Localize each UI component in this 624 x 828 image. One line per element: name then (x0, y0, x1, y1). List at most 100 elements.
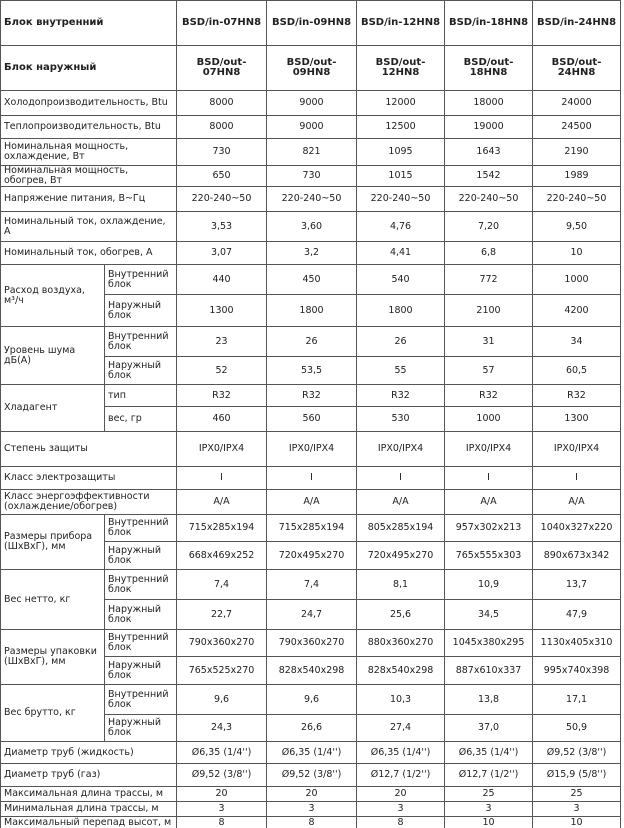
cell-value: 1300 (532, 406, 622, 432)
cell-value: 20 (176, 786, 268, 802)
cell-value: 17,1 (532, 684, 622, 715)
row-label: Вес нетто, кг (0, 569, 105, 630)
cell-value: 530 (356, 406, 446, 432)
cell-value: 450 (266, 264, 358, 295)
cell-value: I (356, 466, 446, 490)
model-name: BSD/out-12HN8 (356, 45, 446, 91)
sub-label: Внутренний блок (103, 264, 178, 295)
cell-value: 3 (532, 801, 622, 817)
cell-value: 790x360x270 (266, 629, 358, 657)
cell-value: 9,6 (176, 684, 268, 715)
cell-value: Ø9,52 (3/8'') (266, 763, 358, 787)
cell-value: 887x610x337 (444, 656, 534, 685)
cell-value: IPX0/IPX4 (176, 431, 268, 467)
cell-value: I (532, 466, 622, 490)
cell-value: A/A (444, 489, 534, 515)
cell-value: 13,7 (532, 569, 622, 600)
cell-value: 1130x405x310 (532, 629, 622, 657)
cell-value: 27,4 (356, 714, 446, 742)
cell-value: 715x285x194 (176, 514, 268, 542)
sub-label: Наружный блок (103, 656, 178, 685)
cell-value: I (444, 466, 534, 490)
cell-value: 25,6 (356, 599, 446, 630)
cell-value: 1000 (444, 406, 534, 432)
cell-value: 995x740x398 (532, 656, 622, 685)
cell-value: 12000 (356, 90, 446, 116)
table-row: Диаметр труб (газ) Ø9,52 (3/8'') Ø9,52 (3/… (0, 763, 622, 787)
row-label: Уровень шума дБ(А) (0, 326, 105, 385)
cell-value: 765x525x270 (176, 656, 268, 685)
cell-value: 18000 (444, 90, 534, 116)
row-label: Номинальная мощность, охлаждение, Вт (0, 138, 178, 166)
sub-label: Наружный блок (103, 294, 178, 327)
cell-value: 9,6 (266, 684, 358, 715)
cell-value: 730 (176, 138, 268, 166)
cell-value: Ø12,7 (1/2'') (356, 763, 446, 787)
cell-value: 10 (532, 816, 622, 828)
table-row: Наружный блок 668x469x252 720x495x270 720x4… (1, 541, 622, 570)
cell-value: 772 (444, 264, 534, 295)
row-label: Теплопроизводительность, Btu (0, 115, 178, 139)
model-name: BSD/in-07HN8 (176, 0, 268, 46)
cell-value: 2100 (444, 294, 534, 327)
row-label: Степень защиты (0, 431, 178, 467)
cell-value: 790x360x270 (176, 629, 268, 657)
cell-value: 440 (176, 264, 268, 295)
cell-value: 4200 (532, 294, 622, 327)
cell-value: 52 (176, 356, 268, 385)
cell-value: 60,5 (532, 356, 622, 385)
model-name: BSD/in-18HN8 (444, 0, 534, 46)
cell-value: 3 (176, 801, 268, 817)
cell-value: 1542 (444, 165, 534, 187)
table-row: Наружный блок 22,7 24,7 25,6 34,5 47,9 (1, 599, 622, 630)
cell-value: R32 (444, 384, 534, 407)
cell-value: Ø6,35 (1/4'') (266, 741, 358, 764)
cell-value: A/A (356, 489, 446, 515)
cell-value: 20 (266, 786, 358, 802)
sub-label: Наружный блок (103, 356, 178, 385)
model-name: BSD/out-18HN8 (444, 45, 534, 91)
cell-value: 540 (356, 264, 446, 295)
cell-value: 34,5 (444, 599, 534, 630)
cell-value: Ø6,35 (1/4'') (356, 741, 446, 764)
cell-value: 8000 (176, 90, 268, 116)
cell-value: 720x495x270 (356, 541, 446, 570)
header-label: Блок наружный (0, 45, 178, 91)
cell-value: 4,41 (356, 241, 446, 265)
sub-label: вес, гр (103, 406, 178, 432)
table-row: Холодопроизводительность, Btu 8000 9000 120… (0, 90, 622, 116)
cell-value: 53,5 (266, 356, 358, 385)
cell-value: I (176, 466, 268, 490)
sub-label: Наружный блок (103, 599, 178, 630)
cell-value: 3,53 (176, 211, 268, 242)
row-label: Холодопроизводительность, Btu (0, 90, 178, 116)
table-row: вес, гр 460 560 530 1000 1300 (1, 406, 622, 432)
row-label: Расход воздуха, м³/ч (0, 264, 105, 327)
cell-value: 7,4 (266, 569, 358, 600)
cell-value: 8,1 (356, 569, 446, 600)
cell-value: 13,8 (444, 684, 534, 715)
model-name: BSD/in-24HN8 (532, 0, 622, 46)
table-row: Номинальный ток, охлаждение, А 3,53 3,60 4,… (0, 211, 622, 242)
table-row: Размеры прибора (ШхВхГ), мм Внутренний бл… (0, 514, 622, 570)
model-name: BSD/out-24HN8 (532, 45, 622, 91)
table-row: Класс энергоэффективности (охлаждение/об… (0, 489, 622, 515)
cell-value: Ø6,35 (1/4'') (444, 741, 534, 764)
sub-label: Внутренний блок (103, 569, 178, 600)
cell-value: 9,50 (532, 211, 622, 242)
cell-value: 3,2 (266, 241, 358, 265)
model-name: BSD/out-09HN8 (266, 45, 358, 91)
cell-value: IPX0/IPX4 (356, 431, 446, 467)
row-label: Номинальный ток, обогрев, А (0, 241, 178, 265)
sub-label: Внутренний блок (103, 514, 178, 542)
row-label: Номинальный ток, охлаждение, А (0, 211, 178, 242)
table-row: Номинальный ток, обогрев, А 3,07 3,2 4,41 6,… (0, 241, 622, 265)
cell-value: 25 (444, 786, 534, 802)
row-label: Максимальная длина трассы, м (0, 786, 178, 802)
cell-value: 3 (444, 801, 534, 817)
cell-value: 3 (356, 801, 446, 817)
cell-value: 220-240~50 (356, 186, 446, 212)
cell-value: A/A (532, 489, 622, 515)
cell-value: 8 (266, 816, 358, 828)
cell-value: Ø6,35 (1/4'') (176, 741, 268, 764)
